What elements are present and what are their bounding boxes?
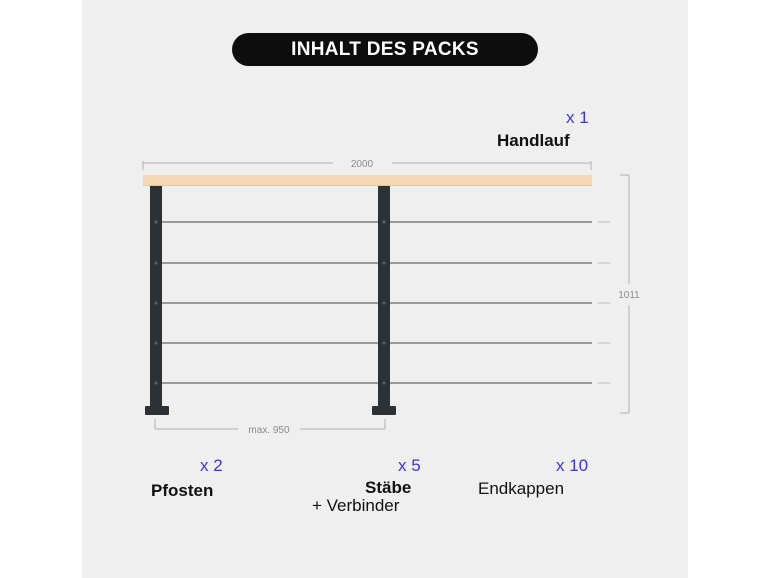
cables xyxy=(158,221,592,384)
end-caps-label: Endkappen xyxy=(478,479,565,498)
rods-label: Stäbe xyxy=(365,478,412,497)
post-right xyxy=(372,186,396,415)
spacing-dimension xyxy=(154,419,386,430)
posts-label: Pfosten xyxy=(151,481,214,500)
pack-contents-title: INHALT DES PACKS xyxy=(232,33,538,66)
rods-connector-label: + Verbinder xyxy=(312,496,400,515)
length-dimension: 2000 xyxy=(142,159,592,170)
cable-end-marks xyxy=(598,221,610,384)
rods-quantity: x 5 xyxy=(398,456,421,475)
end-caps-quantity: x 10 xyxy=(556,456,589,475)
posts-quantity: x 2 xyxy=(200,456,223,475)
handrail xyxy=(143,175,592,186)
handrail-quantity: x 1 xyxy=(566,108,589,127)
height-label: 1011 xyxy=(618,290,640,301)
post-left xyxy=(145,186,169,415)
height-dimension xyxy=(620,174,630,414)
length-label: 2000 xyxy=(351,159,374,170)
spacing-label: max. 950 xyxy=(248,425,290,436)
handrail-label: Handlauf xyxy=(497,131,570,150)
